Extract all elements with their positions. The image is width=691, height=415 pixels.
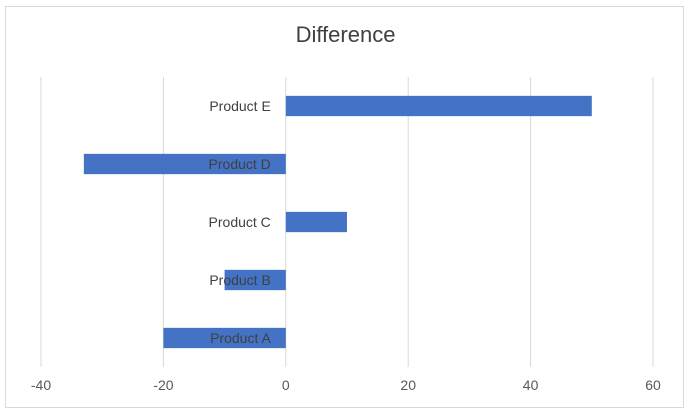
category-label: Product B xyxy=(209,272,270,288)
bar xyxy=(224,269,286,291)
x-tick-label: -20 xyxy=(153,377,173,393)
x-tick-label: 40 xyxy=(523,377,539,393)
bar xyxy=(83,153,286,175)
bar xyxy=(285,95,592,117)
chart-frame xyxy=(5,6,684,408)
category-label: Product A xyxy=(210,330,271,346)
bar xyxy=(285,211,347,233)
x-tick-label: -40 xyxy=(31,377,51,393)
x-tick-label: 20 xyxy=(400,377,416,393)
x-tick-label: 0 xyxy=(282,377,290,393)
category-label: Product E xyxy=(209,98,270,114)
chart-title: Difference xyxy=(295,22,396,47)
x-tick-label: 60 xyxy=(645,377,661,393)
category-label: Product C xyxy=(209,214,271,230)
bar xyxy=(163,327,286,349)
category-label: Product D xyxy=(209,156,271,172)
